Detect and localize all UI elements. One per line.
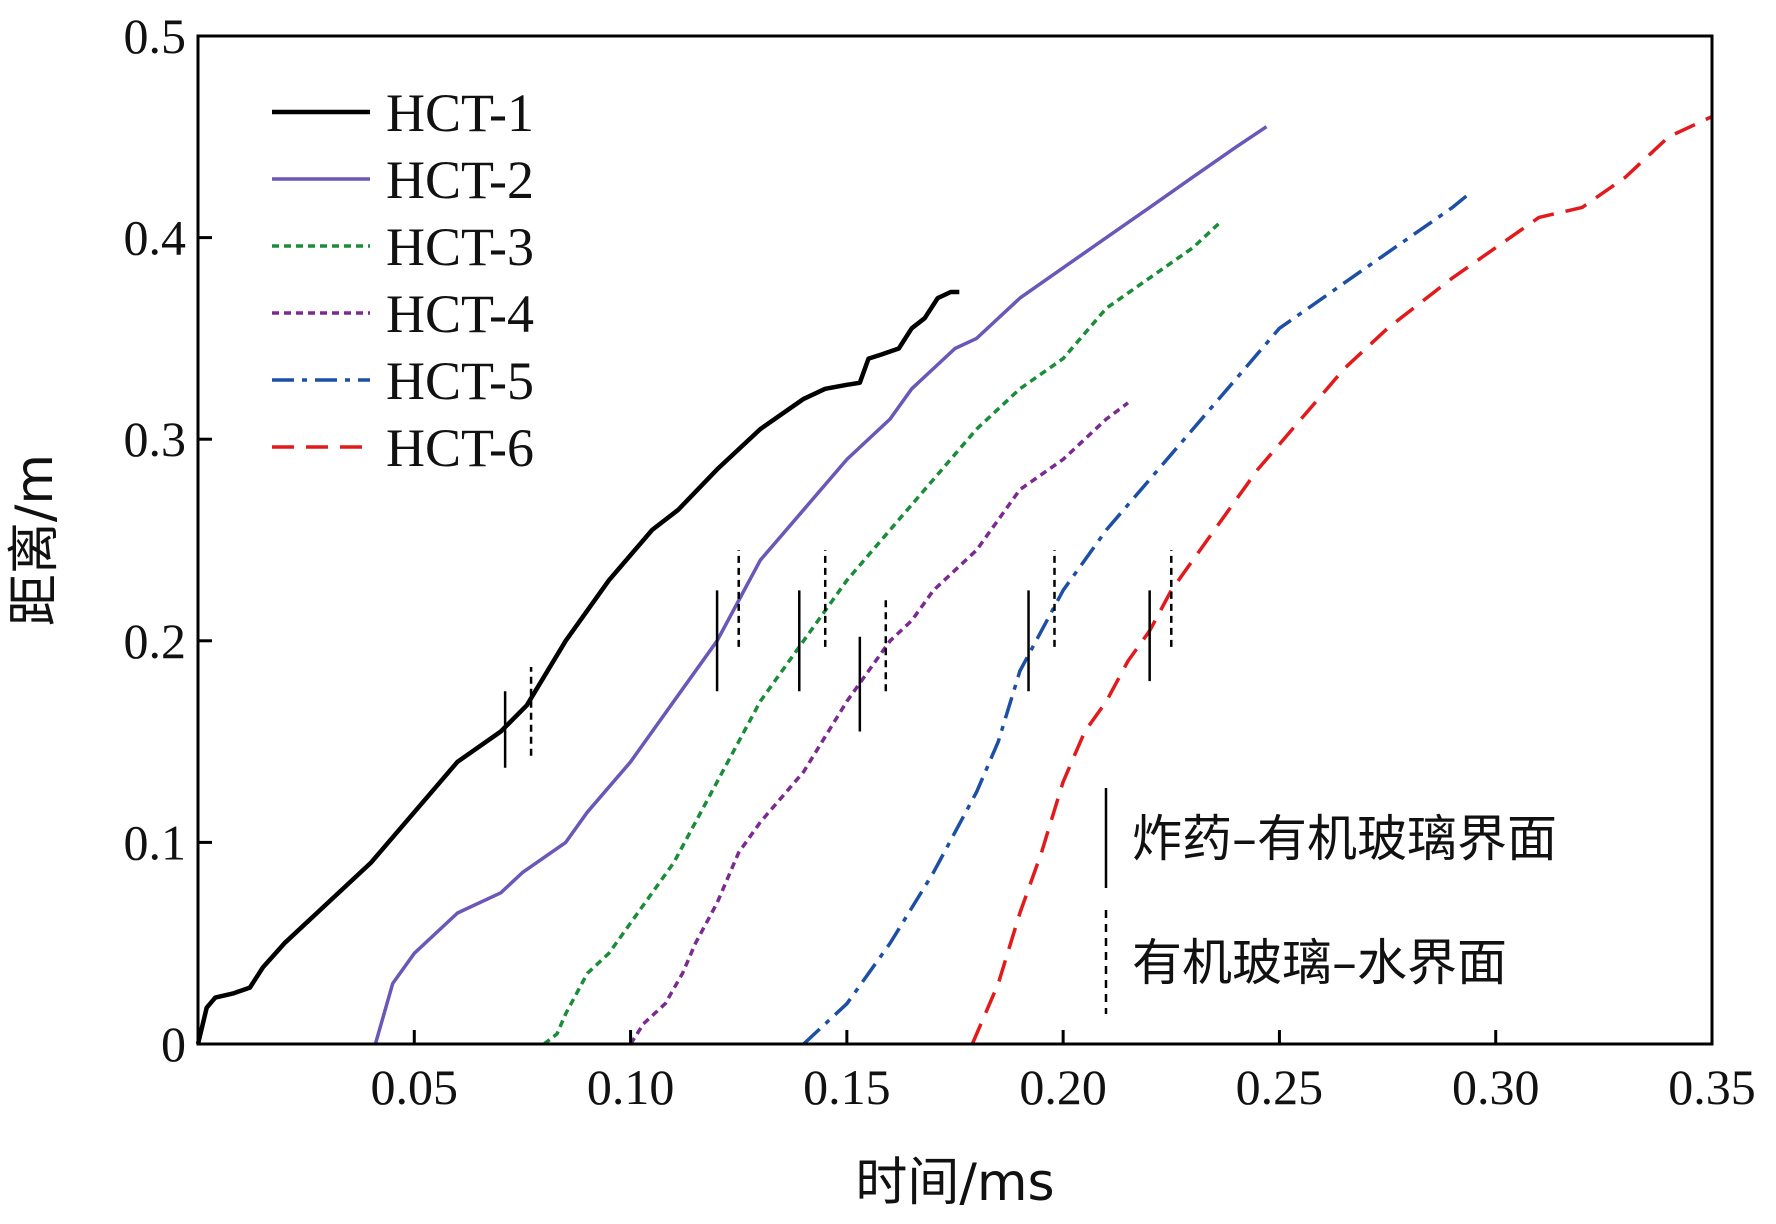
plot-area-frame [196, 34, 1714, 1046]
series-line-hct-6 [970, 115, 1713, 1045]
y-tick-label: 0 [161, 1016, 186, 1072]
interface-annotation: 炸药–有机玻璃界面 有机玻璃–水界面 [1104, 788, 1557, 1014]
legend-label-hct-6: HCT-6 [386, 418, 534, 478]
y-tick-label: 0.1 [124, 814, 187, 870]
x-tick-label: 0.15 [803, 1059, 891, 1115]
series-line-hct-3 [543, 222, 1221, 1046]
legend: HCT-1 HCT-2 HCT-3 HCT-4 HCT-5 HCT-6 [272, 83, 534, 478]
x-tick-label: 0.20 [1019, 1059, 1107, 1115]
legend-label-hct-1: HCT-1 [386, 83, 534, 143]
y-axis-title: 距离/m [5, 454, 65, 626]
annotation-dashed-label: 有机玻璃–水界面 [1132, 934, 1507, 992]
legend-label-hct-2: HCT-2 [386, 150, 534, 210]
legend-label-hct-4: HCT-4 [386, 284, 534, 344]
annotation-solid-label: 炸药–有机玻璃界面 [1132, 810, 1557, 868]
series-line-hct-1 [195, 289, 960, 1045]
x-tick-label: 0.05 [371, 1059, 459, 1115]
x-tick-label: 0.30 [1452, 1059, 1540, 1115]
series-line-hct-2 [373, 125, 1268, 1045]
series-line-hct-5 [802, 191, 1471, 1046]
x-tick-label: 0.25 [1236, 1059, 1324, 1115]
x-tick-label: 0.10 [587, 1059, 675, 1115]
x-tick-label: 0.35 [1668, 1059, 1756, 1115]
y-tick-label: 0.2 [124, 613, 187, 669]
legend-label-hct-5: HCT-5 [386, 351, 534, 411]
y-tick-label: 0.4 [124, 210, 187, 266]
y-tick-label: 0.5 [124, 8, 187, 64]
legend-label-hct-3: HCT-3 [386, 217, 534, 277]
y-tick-label: 0.3 [124, 411, 187, 467]
x-axis-title: 时间/ms [855, 1153, 1054, 1213]
series-line-hct-4 [629, 401, 1130, 1045]
